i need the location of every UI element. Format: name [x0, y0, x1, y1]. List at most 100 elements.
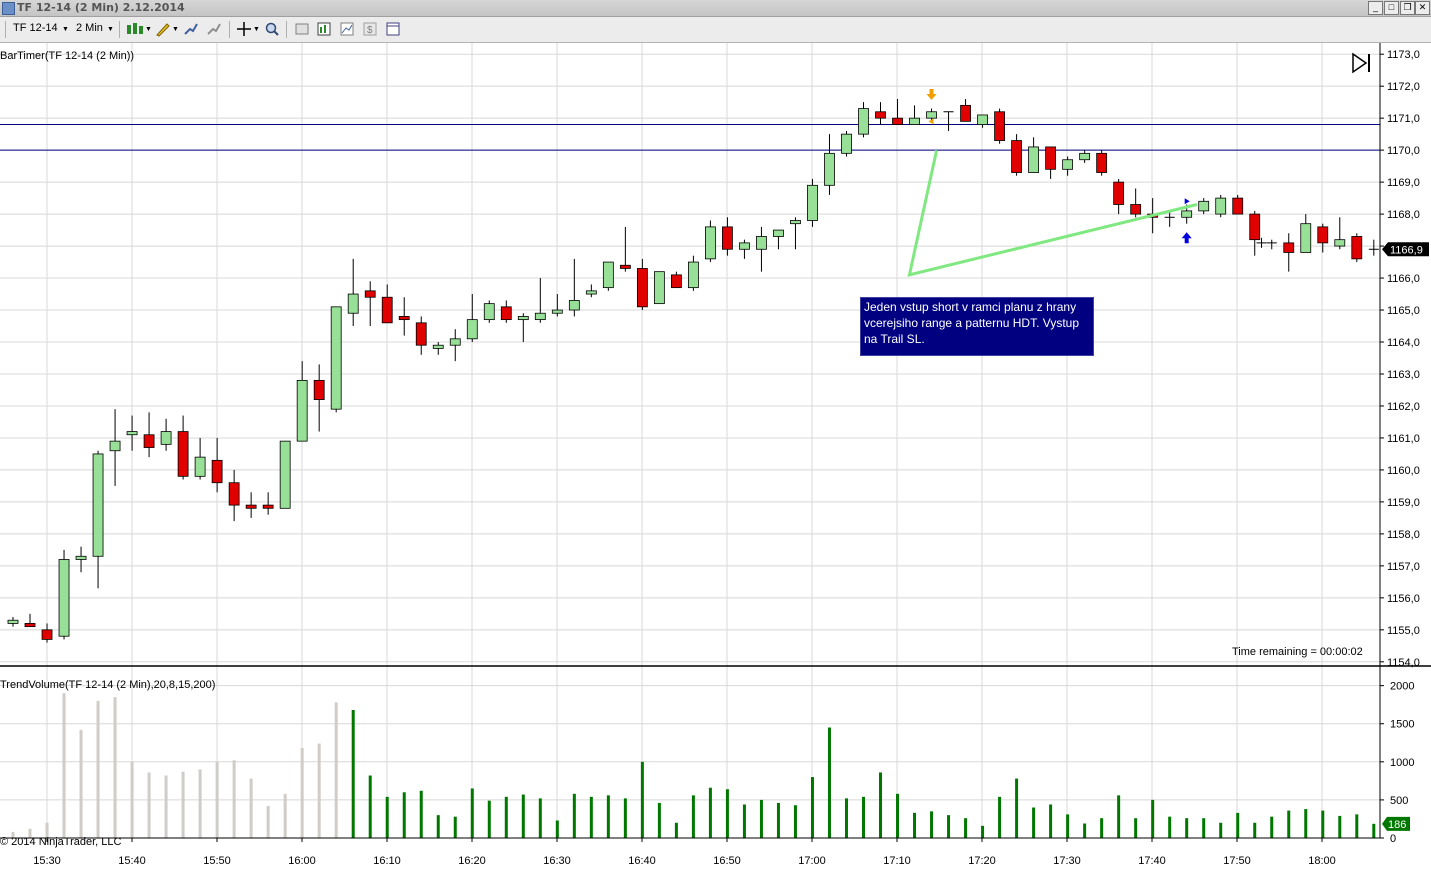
toolbar-grip	[5, 21, 6, 38]
indicators-icon[interactable]	[183, 21, 199, 37]
volume-bar	[1049, 804, 1053, 838]
time-tick-label: 17:40	[1138, 855, 1166, 867]
price-chart[interactable]: 15:30 15:40 15:50 16:00 16:10 16:20 16:30 16:40…	[0, 43, 1431, 881]
chart-toolbar: TF 12-14 ▼ 2 Min ▼ ▼ ▼ ▼ $	[0, 17, 1431, 43]
exit-marker	[1184, 198, 1190, 205]
dollar-icon[interactable]: $	[362, 21, 378, 37]
price-tick-label: 1170,0	[1387, 145, 1420, 157]
candle-body	[1334, 239, 1346, 247]
volume-bar	[981, 825, 985, 838]
chart-properties-icon[interactable]	[316, 21, 332, 37]
price-tick-label: 1154,0	[1387, 657, 1420, 669]
volume-bar	[1066, 814, 1070, 838]
time-tick-label: 16:00	[288, 855, 316, 867]
entry-marker	[928, 118, 934, 125]
volume-bar	[283, 793, 287, 838]
pencil-icon[interactable]	[155, 21, 171, 37]
interval-selector[interactable]: 2 Min	[76, 22, 103, 34]
candle-body	[858, 108, 869, 135]
chevron-down-icon[interactable]: ▼	[107, 26, 114, 33]
volume-bar	[402, 792, 406, 838]
chevron-down-icon[interactable]: ▼	[62, 26, 69, 33]
candle-body	[892, 117, 903, 125]
volume-bar	[1304, 809, 1308, 838]
price-tick-label: 1164,0	[1387, 337, 1420, 349]
candle-body	[602, 261, 614, 289]
time-tick-label: 16:20	[458, 855, 486, 867]
price-tick-label: 1156,0	[1387, 593, 1420, 605]
short-entry-arrow	[926, 88, 937, 100]
volume-bar	[521, 794, 525, 838]
chevron-down-icon[interactable]: ▼	[172, 26, 179, 33]
candle-body	[296, 379, 308, 442]
volume-bar	[930, 811, 934, 838]
volume-bar	[1083, 823, 1087, 838]
exit-arrow	[1181, 232, 1192, 244]
candle-body	[807, 184, 818, 221]
skip-to-end-icon[interactable]	[1350, 52, 1374, 74]
candle-body	[177, 431, 189, 477]
chevron-down-icon[interactable]: ▼	[253, 26, 260, 33]
volume-bar	[964, 818, 968, 838]
volume-bar	[810, 777, 814, 838]
volume-bar	[708, 787, 712, 838]
volume-bar	[11, 831, 15, 838]
trade-annotation: Jeden vstup short v ramci planu z hrany …	[860, 297, 1094, 356]
crosshair-icon[interactable]	[236, 21, 252, 37]
candle-body	[926, 111, 937, 119]
volume-bar	[96, 700, 100, 838]
volume-bar	[844, 798, 848, 838]
volume-bar	[674, 822, 678, 838]
volume-bar	[1236, 812, 1240, 838]
candle-body	[739, 242, 750, 250]
candle-body	[653, 271, 665, 305]
candle-body	[1300, 223, 1312, 253]
restore-button[interactable]: □	[1384, 1, 1399, 15]
volume-bar	[606, 795, 610, 838]
copyright-label: © 2014 NinjaTrader, LLC	[0, 836, 121, 848]
candlestick-style-icon[interactable]	[125, 21, 145, 37]
toolbar-separator	[286, 21, 287, 38]
volume-bar	[1117, 795, 1121, 838]
volume-tick-label: 2000	[1390, 681, 1414, 693]
volume-bar	[1338, 815, 1342, 838]
close-button[interactable]: ✕	[1415, 1, 1430, 15]
candle-body	[313, 379, 325, 400]
volume-bar	[1253, 822, 1257, 838]
price-tick-label: 1172,0	[1387, 81, 1420, 93]
strategy-icon[interactable]	[206, 21, 222, 37]
app-icon	[2, 2, 15, 15]
candle-body	[534, 312, 546, 321]
volume-bar	[759, 799, 763, 838]
data-box-icon[interactable]	[294, 21, 310, 37]
price-tick-label: 1169,0	[1387, 177, 1420, 189]
candle-body	[1130, 204, 1142, 215]
candle-body	[41, 629, 53, 640]
template-icon[interactable]	[385, 21, 401, 37]
line-chart-icon[interactable]	[339, 21, 355, 37]
volume-bar	[419, 790, 423, 838]
volume-series	[11, 693, 1376, 838]
volume-bar	[45, 822, 49, 838]
current-volume-label: 186	[1388, 819, 1406, 831]
instrument-selector[interactable]: TF 12-14	[13, 22, 58, 34]
minimize-button[interactable]: _	[1368, 1, 1383, 15]
volume-tick-label: 0	[1390, 833, 1396, 845]
volume-bar	[776, 802, 780, 838]
volume-bar	[862, 796, 865, 838]
candle-body	[7, 619, 19, 624]
volume-bar	[453, 816, 457, 838]
volume-bar	[470, 788, 474, 838]
time-tick-label: 16:30	[543, 855, 571, 867]
chevron-down-icon[interactable]: ▼	[145, 26, 152, 33]
time-tick-label: 17:10	[883, 855, 911, 867]
maximize-button[interactable]: ❐	[1400, 1, 1415, 15]
svg-text:$: $	[367, 25, 373, 36]
candle-body	[756, 236, 767, 250]
zoom-icon[interactable]	[264, 21, 280, 37]
price-tick-label: 1162,0	[1387, 401, 1420, 413]
candle-body	[1113, 181, 1125, 205]
volume-bar	[1202, 818, 1206, 838]
volume-bar	[1185, 818, 1189, 838]
volume-bar	[1168, 816, 1172, 838]
